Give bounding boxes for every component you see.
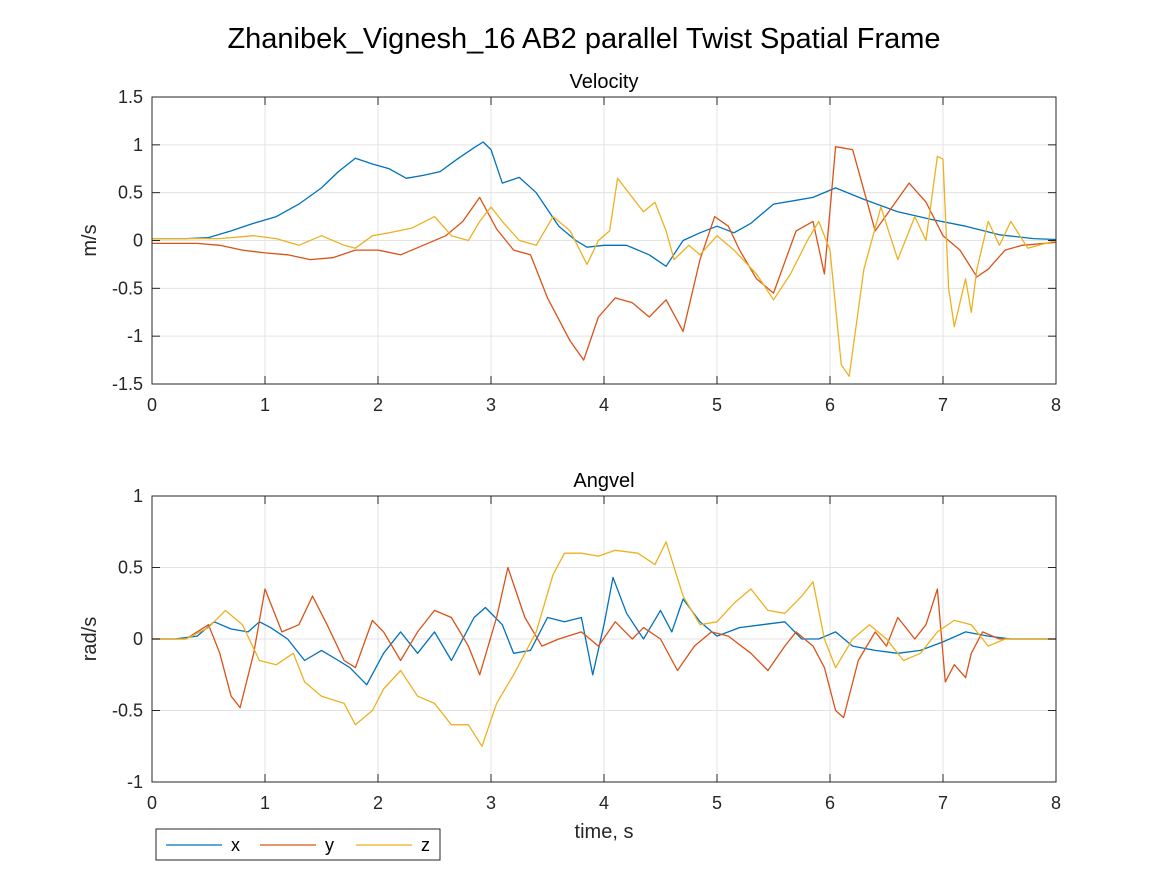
velocity-ytick-label: -1.5 xyxy=(112,374,143,394)
angvel-xtick-label: 3 xyxy=(486,793,496,813)
angvel-xtick-label: 2 xyxy=(373,793,383,813)
velocity-ylabel: m/s xyxy=(79,224,101,256)
angvel-ticks: 0 1 2 3 4 5 6 7 8 -1 -0.5 0 0.5 1 xyxy=(112,486,1061,813)
velocity-xtick-label: 6 xyxy=(825,395,835,415)
velocity-xtick-label: 3 xyxy=(486,395,496,415)
angvel-xtick-label: 1 xyxy=(260,793,270,813)
angvel-xtick-label: 0 xyxy=(147,793,157,813)
velocity-xtick-label: 5 xyxy=(712,395,722,415)
velocity-xtick-label: 2 xyxy=(373,395,383,415)
angvel-xtick-label: 8 xyxy=(1051,793,1061,813)
velocity-xtick-label: 8 xyxy=(1051,395,1061,415)
angvel-ylabel: rad/s xyxy=(79,617,101,661)
angvel-xtick-label: 7 xyxy=(938,793,948,813)
angvel-plot: 0 1 2 3 4 5 6 7 8 -1 -0.5 0 0.5 1 Angvel rad/s time, … xyxy=(79,470,1061,843)
velocity-series-x-line xyxy=(152,141,1057,267)
velocity-ytick-label: -0.5 xyxy=(112,278,143,298)
angvel-series-x-line xyxy=(152,576,1056,686)
velocity-ticks: 0 1 2 3 4 5 6 7 8 -1.5 -1 -0.5 0 0.5 1 1.5 xyxy=(112,87,1061,415)
angvel-ytick-label: -0.5 xyxy=(112,701,143,721)
velocity-ytick-label: 1 xyxy=(133,135,143,155)
angvel-ytick-label: 1 xyxy=(133,486,143,506)
velocity-lines xyxy=(152,141,1057,377)
velocity-ytick-label: -1 xyxy=(127,326,143,346)
angvel-ytick-label: 0 xyxy=(133,629,143,649)
velocity-ytick-label: 0.5 xyxy=(118,183,143,203)
angvel-xtick-label: 5 xyxy=(712,793,722,813)
angvel-xtick-label: 6 xyxy=(825,793,835,813)
angvel-ytick-label: 0.5 xyxy=(118,558,143,578)
legend-label-y: y xyxy=(325,835,334,855)
legend-label-x: x xyxy=(231,835,240,855)
angvel-ytick-label: -1 xyxy=(127,772,143,792)
angvel-series-y-line xyxy=(152,566,1056,719)
angvel-series-z-line xyxy=(152,541,1056,747)
figure-title: Zhanibek_Vignesh_16 AB2 parallel Twist S… xyxy=(227,23,940,55)
legend-label-z: z xyxy=(421,835,430,855)
angvel-xlabel: time, s xyxy=(575,821,634,843)
velocity-plot: 0 1 2 3 4 5 6 7 8 -1.5 -1 -0.5 0 0.5 1 1.5 Velocity m/s xyxy=(79,71,1061,415)
velocity-xtick-label: 1 xyxy=(260,395,270,415)
velocity-ytick-label: 0 xyxy=(133,231,143,251)
legend: x y z xyxy=(155,828,441,861)
angvel-lines xyxy=(152,541,1056,747)
angvel-xtick-label: 4 xyxy=(599,793,609,813)
velocity-title: Velocity xyxy=(570,71,639,93)
velocity-xtick-label: 4 xyxy=(599,395,609,415)
velocity-xtick-label: 0 xyxy=(147,395,157,415)
velocity-series-y-line xyxy=(152,146,1057,361)
angvel-title: Angvel xyxy=(573,470,634,492)
velocity-ytick-label: 1.5 xyxy=(118,87,143,107)
velocity-series-z-line xyxy=(152,155,1057,377)
velocity-xtick-label: 7 xyxy=(938,395,948,415)
